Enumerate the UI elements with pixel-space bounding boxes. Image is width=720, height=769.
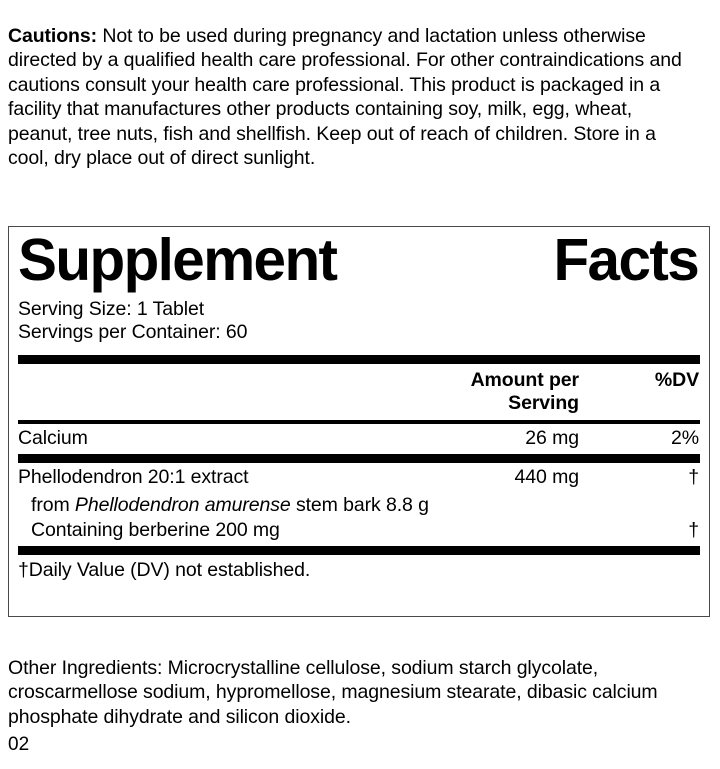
supplement-facts-inner: Supplement Facts Serving Size: 1 Tablet …: [9, 229, 709, 618]
header-dv-cell: %DV: [654, 369, 699, 391]
rule-thick-bottom: [18, 546, 700, 555]
table-row: Calcium 26 mg 2%: [18, 424, 700, 454]
title-word-facts: Facts: [553, 227, 699, 293]
rule-between-rows: [18, 454, 700, 463]
table-row: Phellodendron 20:1 extract 440 mg †: [18, 463, 700, 493]
cautions-paragraph: Cautions: Not to be used during pregnanc…: [8, 24, 700, 171]
table-subrow: Containing berberine 200 mg †: [18, 518, 700, 543]
subrow-dv: †: [688, 519, 699, 541]
daily-value-footnote: †Daily Value (DV) not established.: [18, 559, 311, 581]
supplement-facts-title: Supplement Facts: [18, 229, 700, 291]
title-word-supplement: Supplement: [18, 227, 338, 293]
servings-per-container: Servings per Container: 60: [18, 321, 248, 343]
page-code: 02: [8, 734, 30, 755]
subrow-name: from Phellodendron amurense stem bark 8.…: [18, 493, 429, 518]
cautions-text: Not to be used during pregnancy and lact…: [8, 24, 682, 170]
subrow-prefix: Containing berberine 200 mg: [31, 519, 280, 541]
subrow-botanical-name: Phellodendron amurense: [74, 494, 291, 516]
nutrient-dv: †: [688, 466, 699, 488]
nutrient-name: Calcium: [18, 427, 88, 449]
table-row-group: Phellodendron 20:1 extract 440 mg † from…: [18, 463, 700, 546]
nutrient-name: Phellodendron 20:1 extract: [18, 466, 249, 488]
other-ingredients-paragraph: Other Ingredients: Microcrystalline cell…: [8, 656, 658, 728]
nutrient-amount: 440 mg: [514, 466, 580, 488]
subrow-prefix: from: [31, 494, 75, 516]
nutrient-amount: 26 mg: [525, 427, 579, 449]
serving-info: Serving Size: 1 Tablet Servings per Cont…: [18, 298, 700, 344]
supplement-facts-panel: Supplement Facts Serving Size: 1 Tablet …: [8, 226, 710, 617]
nutrient-dv: 2%: [671, 427, 699, 449]
rule-thick-top: [18, 355, 700, 364]
header-amount-cell: Amount per Serving: [470, 369, 580, 414]
cautions-label: Cautions:: [8, 24, 98, 47]
subrow-suffix: stem bark 8.8 g: [290, 494, 429, 516]
serving-size: Serving Size: 1 Tablet: [18, 298, 205, 320]
table-header-row: Amount per Serving %DV: [18, 364, 700, 420]
table-subrow: from Phellodendron amurense stem bark 8.…: [18, 493, 700, 518]
rule-under-header: [18, 420, 700, 424]
subrow-name: Containing berberine 200 mg: [18, 518, 429, 543]
